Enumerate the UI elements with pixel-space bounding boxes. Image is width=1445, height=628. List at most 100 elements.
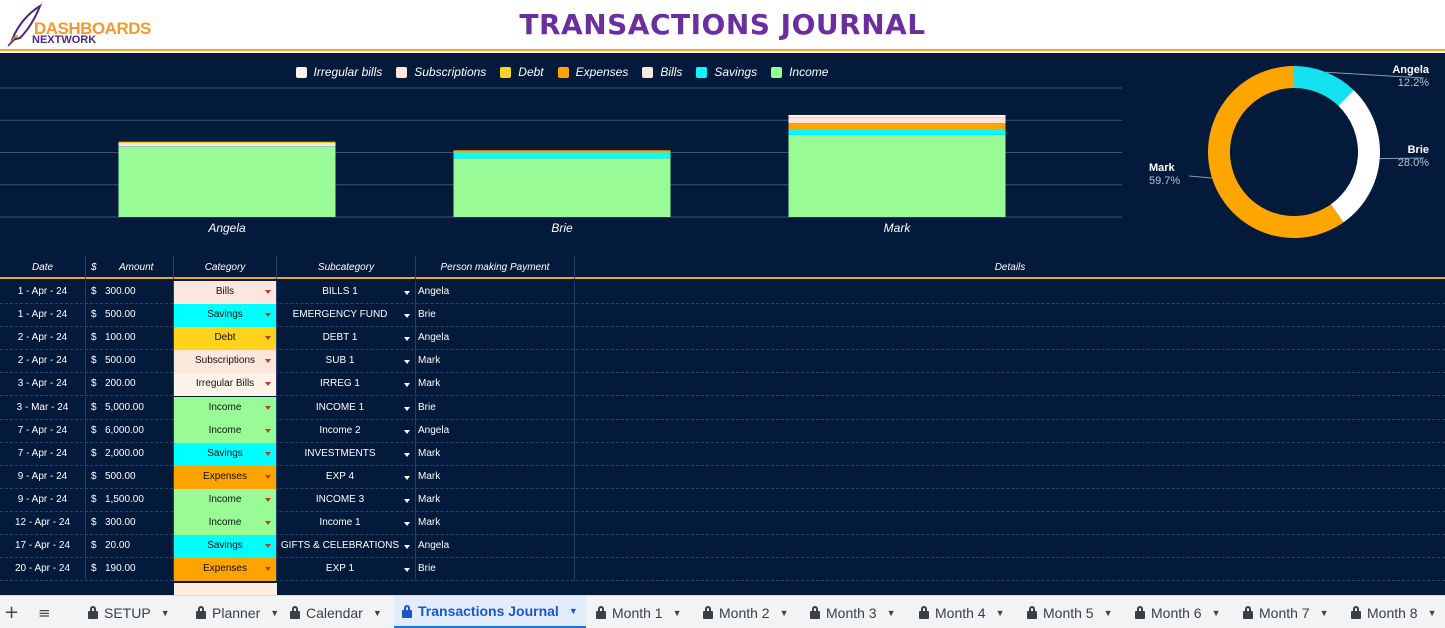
subcategory-dropdown[interactable]: INCOME 3 — [277, 488, 416, 512]
header-date[interactable]: Date — [0, 256, 86, 279]
category-dropdown[interactable]: Irregular Bills — [174, 373, 277, 397]
sheet-tab[interactable]: Month 3 ▼ — [802, 596, 904, 628]
tab-menu-caret-icon[interactable]: ▼ — [1103, 607, 1113, 618]
category-dropdown[interactable]: Debt — [174, 327, 277, 351]
subcategory-dropdown[interactable]: INVESTMENTS — [277, 442, 416, 466]
sheet-tab[interactable]: Month 4 ▼ — [911, 596, 1013, 628]
person-cell[interactable]: Angela — [416, 419, 575, 443]
date-cell[interactable]: 9 - Apr - 24 — [0, 465, 86, 489]
details-cell[interactable] — [575, 443, 1445, 466]
sheet-tab[interactable]: SETUP ▼ — [80, 596, 178, 628]
date-cell[interactable]: 17 - Apr - 24 — [0, 535, 86, 559]
donut-slice-mark[interactable] — [1208, 66, 1344, 238]
person-cell[interactable]: Mark — [416, 373, 575, 397]
subcategory-dropdown[interactable]: DEBT 1 — [277, 327, 416, 351]
amount-cell[interactable]: $190.00 — [86, 558, 174, 582]
details-cell[interactable] — [575, 350, 1445, 373]
person-cell[interactable]: Angela — [416, 327, 575, 351]
tab-menu-caret-icon[interactable]: ▼ — [886, 607, 896, 618]
date-cell[interactable]: 1 - Apr - 24 — [0, 281, 86, 304]
amount-cell[interactable]: $300.00 — [86, 512, 174, 535]
sheet-tab[interactable]: Month 6 ▼ — [1127, 596, 1229, 628]
person-cell[interactable]: Brie — [416, 304, 575, 328]
subcategory-dropdown[interactable]: BILLS 1 — [277, 281, 416, 304]
sheet-tab[interactable]: Transactions Journal ▼ — [394, 596, 586, 628]
person-cell[interactable]: Brie — [416, 558, 575, 582]
bar-segment-subscriptions[interactable] — [788, 117, 1006, 124]
amount-cell[interactable]: $5,000.00 — [86, 396, 174, 420]
tab-menu-caret-icon[interactable]: ▼ — [995, 607, 1005, 618]
subcategory-dropdown[interactable]: SUB 1 — [277, 350, 416, 374]
category-dropdown[interactable]: Income — [174, 488, 277, 512]
header-subcategory[interactable]: Subcategory — [277, 256, 416, 279]
date-cell[interactable]: 9 - Apr - 24 — [0, 488, 86, 512]
amount-cell[interactable]: $500.00 — [86, 304, 174, 328]
tab-menu-caret-icon[interactable]: ▼ — [160, 607, 170, 618]
category-dropdown[interactable]: Expenses — [174, 465, 277, 489]
tab-menu-caret-icon[interactable]: ▼ — [372, 607, 382, 618]
amount-cell[interactable]: $500.00 — [86, 350, 174, 374]
header-amount[interactable]: $ Amount — [86, 256, 174, 279]
category-dropdown[interactable]: Savings — [174, 535, 277, 559]
person-cell[interactable]: Angela — [416, 281, 575, 304]
person-cell[interactable]: Angela — [416, 535, 575, 559]
sheet-tab[interactable]: Month 5 ▼ — [1019, 596, 1121, 628]
bar-segment-expenses[interactable] — [453, 150, 671, 153]
amount-cell[interactable]: $6,000.00 — [86, 419, 174, 443]
date-cell[interactable]: 7 - Apr - 24 — [0, 419, 86, 443]
date-cell[interactable]: 2 - Apr - 24 — [0, 350, 86, 374]
details-cell[interactable] — [575, 512, 1445, 535]
tab-menu-caret-icon[interactable]: ▼ — [672, 607, 682, 618]
date-cell[interactable]: 3 - Apr - 24 — [0, 373, 86, 397]
tab-menu-caret-icon[interactable]: ▼ — [568, 606, 578, 616]
bar-segment-savings[interactable] — [453, 152, 671, 159]
subcategory-dropdown[interactable]: EMERGENCY FUND — [277, 304, 416, 328]
subcategory-dropdown[interactable]: INCOME 1 — [277, 396, 416, 420]
add-sheet-button[interactable]: + — [4, 602, 20, 623]
date-cell[interactable]: 3 - Mar - 24 — [0, 396, 86, 420]
details-cell[interactable] — [575, 489, 1445, 512]
header-category[interactable]: Category — [174, 256, 277, 279]
subcategory-dropdown[interactable]: EXP 1 — [277, 558, 416, 582]
amount-cell[interactable]: $100.00 — [86, 327, 174, 351]
sheet-tab[interactable]: Month 7 ▼ — [1235, 596, 1337, 628]
details-cell[interactable] — [575, 281, 1445, 304]
header-details[interactable]: Details — [994, 262, 1026, 273]
person-cell[interactable]: Mark — [416, 512, 575, 535]
tab-menu-caret-icon[interactable]: ▼ — [1427, 607, 1437, 618]
date-cell[interactable]: 7 - Apr - 24 — [0, 442, 86, 466]
header-person[interactable]: Person making Payment — [416, 256, 575, 279]
details-cell[interactable] — [575, 327, 1445, 350]
sheet-tab[interactable]: Month 1 ▼ — [588, 596, 690, 628]
category-dropdown[interactable]: Income — [174, 419, 277, 443]
sheet-tab[interactable]: Month 8 ▼ — [1343, 596, 1445, 628]
donut-slice-brie[interactable] — [1330, 90, 1380, 223]
details-cell[interactable] — [575, 304, 1445, 327]
category-dropdown[interactable]: Expenses — [174, 558, 277, 582]
date-cell[interactable]: 2 - Apr - 24 — [0, 327, 86, 351]
subcategory-dropdown[interactable]: EXP 4 — [277, 465, 416, 489]
amount-cell[interactable]: $500.00 — [86, 465, 174, 489]
tab-menu-caret-icon[interactable]: ▼ — [1319, 607, 1329, 618]
tab-menu-caret-icon[interactable]: ▼ — [779, 607, 789, 618]
amount-cell[interactable]: $1,500.00 — [86, 488, 174, 512]
details-cell[interactable] — [575, 535, 1445, 558]
details-cell[interactable] — [575, 558, 1445, 581]
subcategory-dropdown[interactable]: Income 1 — [277, 512, 416, 535]
person-cell[interactable]: Brie — [416, 396, 575, 420]
bar-segment-income[interactable] — [118, 146, 336, 217]
sheet-tab[interactable]: Calendar ▼ — [282, 596, 390, 628]
partial-category-cell[interactable] — [174, 583, 277, 595]
tab-menu-caret-icon[interactable]: ▼ — [1211, 607, 1221, 618]
category-dropdown[interactable]: Savings — [174, 442, 277, 466]
person-cell[interactable]: Mark — [416, 465, 575, 489]
amount-cell[interactable]: $20.00 — [86, 535, 174, 559]
subcategory-dropdown[interactable]: GIFTS & CELEBRATIONS — [277, 535, 416, 559]
sheet-tab[interactable]: Planner ▼ — [188, 596, 287, 628]
details-cell[interactable] — [575, 420, 1445, 443]
details-cell[interactable] — [575, 397, 1445, 420]
all-sheets-menu-button[interactable]: ≡ — [38, 604, 51, 622]
category-dropdown[interactable]: Income — [174, 396, 277, 420]
person-cell[interactable]: Mark — [416, 488, 575, 512]
category-dropdown[interactable]: Income — [174, 512, 277, 535]
